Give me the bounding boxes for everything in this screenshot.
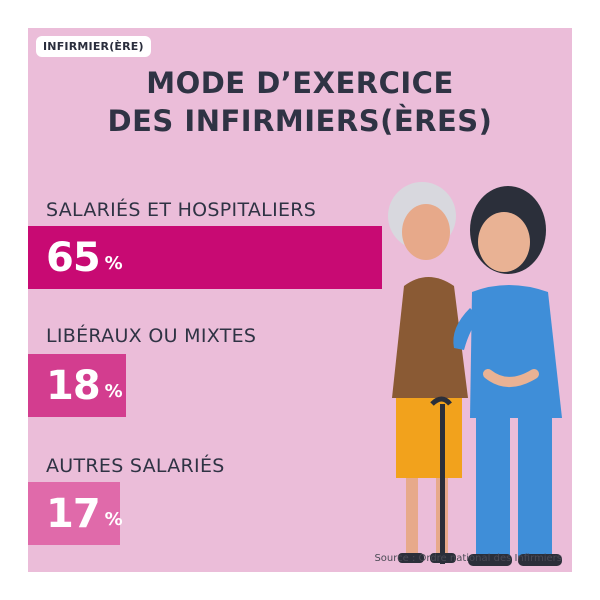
value-number-2: 18 (46, 362, 101, 409)
bar-liberaux-mixtes: 18% (28, 354, 126, 417)
percent-sign-2: % (104, 381, 123, 402)
value-number-3: 17 (46, 490, 101, 537)
percent-sign-1: % (104, 253, 123, 274)
value-number-1: 65 (46, 234, 101, 281)
bar-salaries-hospitaliers: 65% (28, 226, 382, 289)
bar-value-label-1: 65% (46, 226, 123, 289)
infographic-card: INFIRMIER(ÈRE) MODE D’EXERCICE DES INFIR… (28, 28, 572, 572)
bar-value-label-2: 18% (46, 354, 123, 417)
title-line-1: MODE D’EXERCICE (146, 66, 454, 100)
elderly-woman-figure (388, 182, 468, 564)
percent-sign-3: % (104, 509, 123, 530)
nurse-figure (453, 186, 562, 566)
source-note: Source : Ordre national des Infirmiers (374, 553, 562, 564)
category-label-3: AUTRES SALARIÉS (46, 455, 225, 477)
chart-title: MODE D’EXERCICE DES INFIRMIERS(ÈRES) (28, 64, 572, 140)
nurse-and-elderly-woman-illustration (388, 182, 562, 566)
category-label-2: LIBÉRAUX OU MIXTES (46, 325, 257, 347)
bar-autres-salaries: 17% (28, 482, 123, 545)
bar-value-label-3: 17% (46, 482, 123, 545)
category-badge: INFIRMIER(ÈRE) (36, 36, 151, 57)
category-label-1: SALARIÉS ET HOSPITALIERS (46, 199, 317, 221)
title-line-2: DES INFIRMIERS(ÈRES) (107, 104, 493, 138)
